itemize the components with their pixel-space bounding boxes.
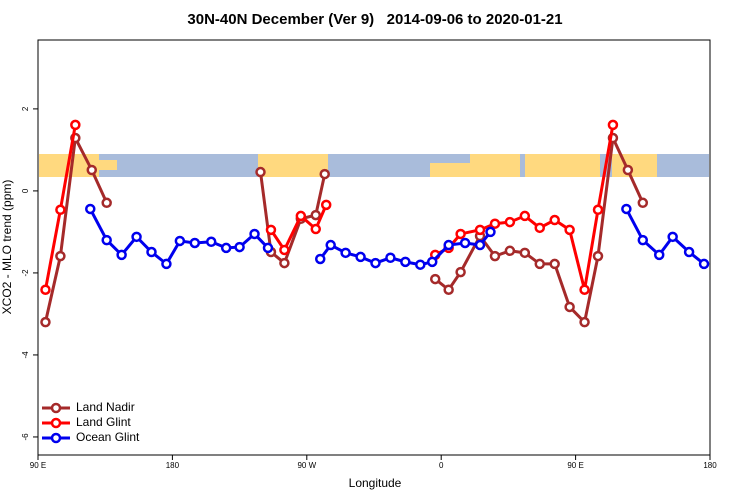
chart-title: 30N-40N December (Ver 9) 2014-09-06 to 2… [187, 11, 562, 28]
point [319, 168, 330, 180]
point [86, 164, 98, 176]
point [592, 204, 604, 216]
point [592, 250, 604, 262]
point [504, 216, 516, 228]
y-tick-label: -2 [21, 269, 30, 277]
point [85, 203, 96, 215]
point [485, 226, 496, 238]
point [489, 250, 501, 262]
map-band [39, 154, 709, 177]
point [220, 242, 232, 254]
point [443, 239, 454, 251]
point [459, 237, 471, 249]
point [161, 258, 172, 270]
point [415, 259, 426, 270]
point [340, 247, 351, 259]
point [310, 223, 322, 235]
y-tick-label: 2 [21, 106, 30, 111]
point [265, 224, 277, 236]
x-tick-label: 90 E [567, 461, 583, 470]
point [101, 197, 112, 209]
point [564, 301, 575, 313]
point [40, 316, 51, 328]
x-tick-label: 0 [439, 461, 444, 470]
point [519, 210, 531, 222]
point [279, 244, 290, 256]
y-axis-label: XCO2 - MLO trend (ppm) [0, 180, 14, 315]
point [579, 316, 590, 328]
point [698, 258, 710, 270]
point [519, 247, 531, 259]
point [295, 210, 307, 222]
point [262, 242, 274, 254]
point [131, 231, 142, 243]
point [70, 119, 81, 131]
point [310, 209, 322, 221]
point [534, 258, 546, 270]
plot-frame [37, 39, 711, 456]
point [279, 257, 290, 269]
legend-label: Ocean Glint [76, 430, 140, 444]
point [385, 252, 396, 264]
point [489, 218, 501, 229]
point [370, 257, 381, 269]
point [146, 246, 157, 258]
point [101, 234, 112, 246]
x-tick-label: 90 E [30, 461, 46, 470]
point [249, 228, 260, 240]
y-tick-label: 0 [21, 188, 30, 193]
point [355, 251, 366, 263]
point [443, 284, 454, 295]
point [455, 266, 466, 278]
point [579, 284, 590, 295]
point [189, 237, 201, 249]
point [549, 258, 560, 270]
point [255, 166, 266, 178]
point [474, 239, 486, 251]
point [621, 203, 632, 215]
legend-marker [50, 417, 62, 429]
point [325, 239, 336, 251]
x-tick-label: 180 [703, 461, 717, 470]
point [426, 256, 438, 268]
point [564, 224, 575, 236]
point [400, 256, 411, 268]
point [474, 224, 486, 236]
point [667, 231, 678, 243]
point [205, 236, 217, 248]
point [116, 249, 127, 261]
point [549, 214, 560, 226]
y-tick-label: -4 [21, 351, 30, 359]
point [429, 273, 441, 285]
point [622, 164, 634, 176]
point [314, 253, 326, 265]
point [455, 228, 466, 240]
y-tick-label: -6 [21, 433, 30, 441]
point [637, 197, 649, 209]
legend-marker [50, 402, 62, 414]
point [55, 250, 66, 262]
point [320, 199, 332, 211]
point [55, 204, 66, 216]
point [234, 241, 245, 253]
point [683, 246, 695, 258]
legend-label: Land Nadir [76, 400, 135, 414]
point [653, 249, 665, 261]
point [174, 235, 186, 247]
point [607, 119, 619, 131]
point [40, 284, 51, 295]
x-tick-label: 90 W [297, 461, 316, 470]
legend-marker [50, 432, 62, 444]
point [534, 222, 546, 234]
x-axis-label: Longitude [349, 476, 402, 490]
legend-label: Land Glint [76, 415, 131, 429]
x-tick-label: 180 [166, 461, 180, 470]
point [637, 234, 649, 246]
point [504, 245, 516, 257]
